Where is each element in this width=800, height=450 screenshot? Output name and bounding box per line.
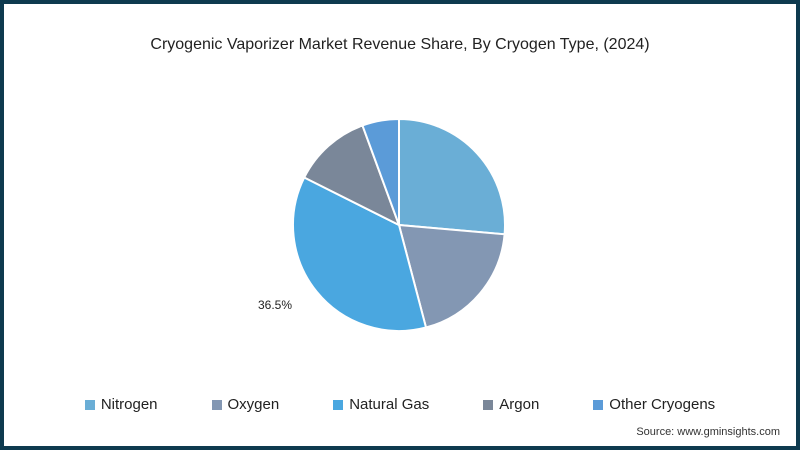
swatch-other xyxy=(593,399,604,410)
source-text: Source: www.gminsights.com xyxy=(636,426,780,438)
pie-slice-natural-gas xyxy=(292,176,428,332)
swatch-argon xyxy=(483,399,494,410)
pie-slice-argon xyxy=(302,124,401,228)
pie-slice-other-cryogens xyxy=(361,117,400,226)
swatch-oxygen xyxy=(211,399,222,410)
legend-item-nitrogen: Nitrogen xyxy=(84,396,158,413)
pie-slice-oxygen xyxy=(397,223,506,329)
natural-gas-label: 36.5% xyxy=(258,298,293,312)
legend-label: Natural Gas xyxy=(349,396,430,413)
swatch-nitrogen xyxy=(84,399,95,410)
legend-label: Oxygen xyxy=(227,396,280,413)
legend-label: Argon xyxy=(499,396,540,413)
legend-item-argon: Argon xyxy=(483,396,539,413)
legend-item-oxygen: Oxygen xyxy=(211,396,280,413)
legend-label: Other Cryogens xyxy=(609,396,716,413)
legend-label: Nitrogen xyxy=(100,396,158,413)
legend-item-natural-gas: Natural Gas xyxy=(333,396,429,413)
pie-slice-nitrogen xyxy=(398,117,506,236)
swatch-natural-gas xyxy=(333,399,344,410)
legend: Nitrogen Oxygen Natural Gas Argon Other … xyxy=(0,396,800,413)
legend-item-other-cryogens: Other Cryogens xyxy=(593,396,715,413)
chart-title: Cryogenic Vaporizer Market Revenue Share… xyxy=(150,36,650,53)
pie-slices xyxy=(292,117,506,332)
